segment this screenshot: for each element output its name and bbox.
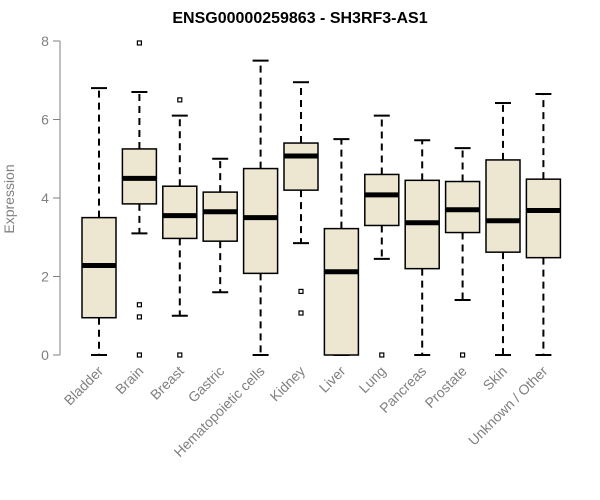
iqr-box: [444, 180, 481, 234]
y-axis: 0 2 4 6 8: [41, 33, 61, 363]
box-breast: [162, 97, 198, 358]
iqr-box: [162, 185, 198, 240]
outlier-point: [136, 314, 142, 320]
x-axis-tick-label: Brain: [112, 363, 146, 397]
x-axis-tick-label: Skin: [480, 363, 511, 394]
outlier-point: [460, 352, 466, 358]
x-axis-tick-label: Kidney: [267, 363, 309, 405]
x-axis-tick-label: Prostate: [422, 363, 470, 411]
outlier-point: [136, 352, 142, 358]
iqr-box: [202, 191, 238, 242]
box-lung: [364, 114, 400, 358]
y-axis-label: Expression: [1, 164, 17, 233]
y-axis-tick-label: 2: [41, 269, 49, 285]
outlier-point: [177, 97, 183, 103]
outlier-point: [298, 288, 304, 295]
y-axis-tick-label: 6: [41, 112, 49, 128]
outlier-point: [136, 302, 142, 308]
box-prostate: [444, 147, 481, 358]
iqr-box: [485, 159, 521, 253]
y-axis-tick-label: 0: [41, 347, 49, 363]
box-kidney: [283, 81, 319, 316]
iqr-box: [242, 167, 279, 275]
outlier-point: [136, 40, 142, 46]
x-axis-tick-label: Liver: [316, 363, 349, 396]
iqr-box: [364, 173, 400, 227]
box-brain: [121, 40, 158, 358]
box-unknown-other: [525, 92, 562, 356]
outlier-point: [298, 310, 304, 316]
box-gastric: [202, 157, 238, 294]
iqr-box: [283, 142, 319, 191]
outlier-point: [177, 352, 183, 358]
iqr-box: [525, 178, 562, 259]
x-axis-tick-label: Bladder: [61, 363, 107, 409]
outlier-point: [379, 352, 385, 358]
iqr-box: [323, 227, 360, 356]
y-axis-tick-label: 8: [41, 33, 49, 49]
y-axis-tick-label: 4: [41, 190, 49, 206]
box-bladder: [81, 87, 117, 356]
chart-title: ENSG00000259863 - SH3RF3-AS1: [172, 10, 427, 27]
box-hematopoietic-cells: [242, 59, 279, 356]
x-axis-tick-label: Lung: [356, 363, 389, 396]
box-pancreas: [404, 139, 440, 356]
x-axis-tick-label: Breast: [147, 363, 187, 403]
box-series: [81, 40, 562, 358]
box-liver: [323, 138, 360, 356]
box-skin: [485, 102, 521, 356]
